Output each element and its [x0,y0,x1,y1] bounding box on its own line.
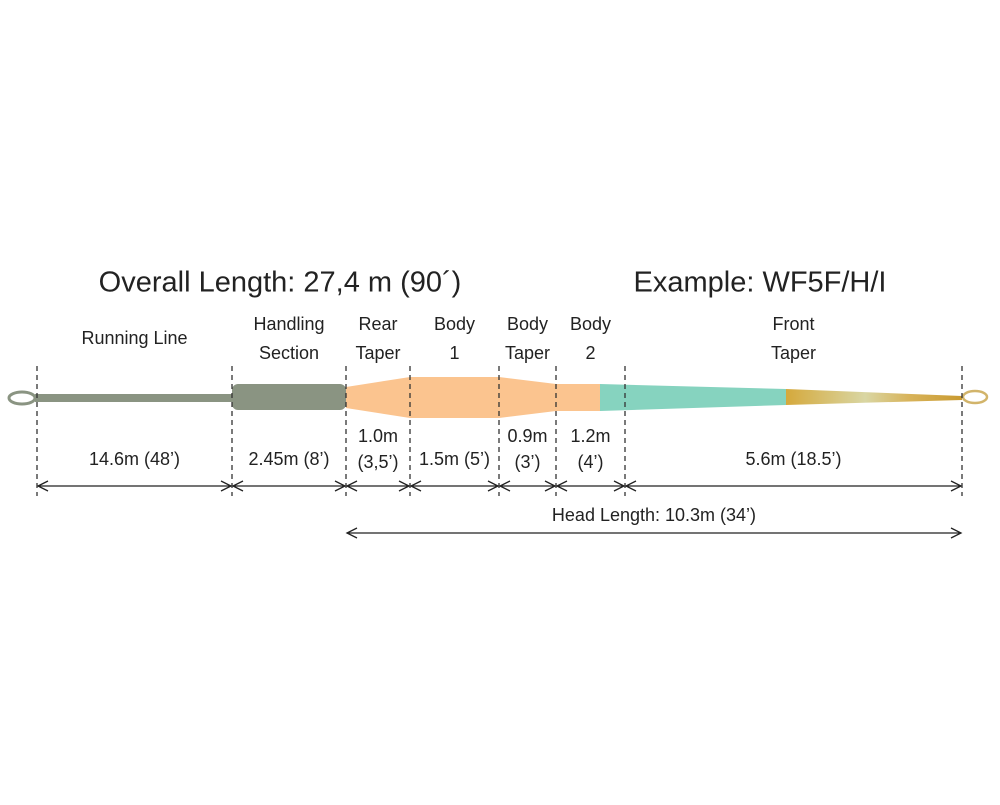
section-length: 5.6m (18.5’) [745,449,841,469]
section-length: 2.45m (8’) [248,449,329,469]
example: Example: WF5F/H/I [634,267,887,299]
section-label: Taper [505,343,550,363]
head-length: Head Length: 10.3m (34’) [552,505,756,525]
length-arrow-head [487,480,500,492]
title: Overall Length: 27,4 m (90´) [99,267,462,299]
length-arrow-head [555,480,568,492]
section-label: 1 [449,343,459,363]
section-length: 14.6m (48’) [89,449,180,469]
section-label: Body [507,314,548,334]
section-length: (3,5’) [357,452,398,472]
section-length: 1.0m [358,426,398,446]
section-label: Body [570,314,611,334]
section-label: Taper [355,343,400,363]
head-arrow-head [950,527,963,539]
body [346,377,600,418]
length-arrow-head [613,480,626,492]
length-arrow-head [409,480,422,492]
section-label: Taper [771,343,816,363]
line-body [7,377,989,418]
section-label: Running Line [81,328,187,348]
length-arrow-head [36,480,49,492]
section-label: Rear [358,314,397,334]
section-length: (3’) [515,452,541,472]
section-label: Front [772,314,814,334]
length-arrow-head [624,480,637,492]
length-arrow-head [231,480,244,492]
tip [786,389,962,405]
left-loop [7,390,37,406]
length-arrow-head [950,480,963,492]
running-line [35,394,235,402]
length-arrow-head [498,480,511,492]
section-label: Section [259,343,319,363]
length-arrow-head [544,480,557,492]
length-arrow-head [398,480,411,492]
handling-section [232,384,346,410]
right-loop [961,389,989,405]
front-taper [600,384,786,411]
section-length: (4’) [578,452,604,472]
section-label: 2 [585,343,595,363]
length-arrow-head [334,480,347,492]
head-arrow-head [345,527,358,539]
length-arrow-head [345,480,358,492]
length-arrow-head [220,480,233,492]
section-label: Handling [253,314,324,334]
section-length: 1.2m [570,426,610,446]
section-label: Body [434,314,475,334]
section-length: 1.5m (5’) [419,449,490,469]
section-length: 0.9m [507,426,547,446]
